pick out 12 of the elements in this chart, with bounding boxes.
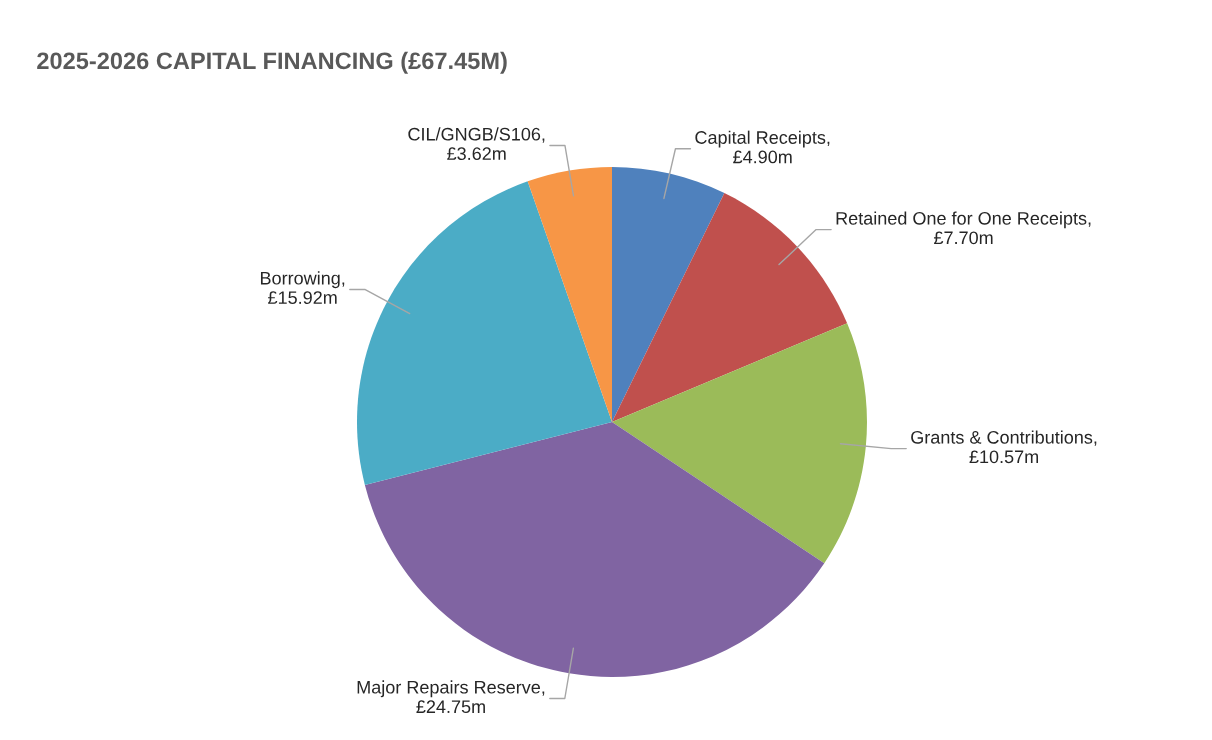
pie-slice [364, 422, 825, 677]
slice-label: Capital Receipts, £4.90m [695, 130, 830, 164]
pie-slice [527, 167, 612, 422]
pie-slice [612, 167, 725, 422]
pie-slice [612, 323, 867, 564]
slice-label: Retained One for One Receipts, £7.70m [836, 211, 1091, 245]
pie-slice [357, 181, 612, 485]
slice-label: Borrowing, £15.92m [260, 271, 345, 305]
slice-label: Grants & Contributions, £10.57m [911, 430, 1097, 464]
chart-title: 2025-2026 CAPITAL FINANCING (£67.45M) [37, 51, 507, 74]
slice-label: Major Repairs Reserve, £24.75m [357, 680, 545, 714]
slice-label: CIL/GNGB/S106, £3.62m [408, 127, 545, 161]
